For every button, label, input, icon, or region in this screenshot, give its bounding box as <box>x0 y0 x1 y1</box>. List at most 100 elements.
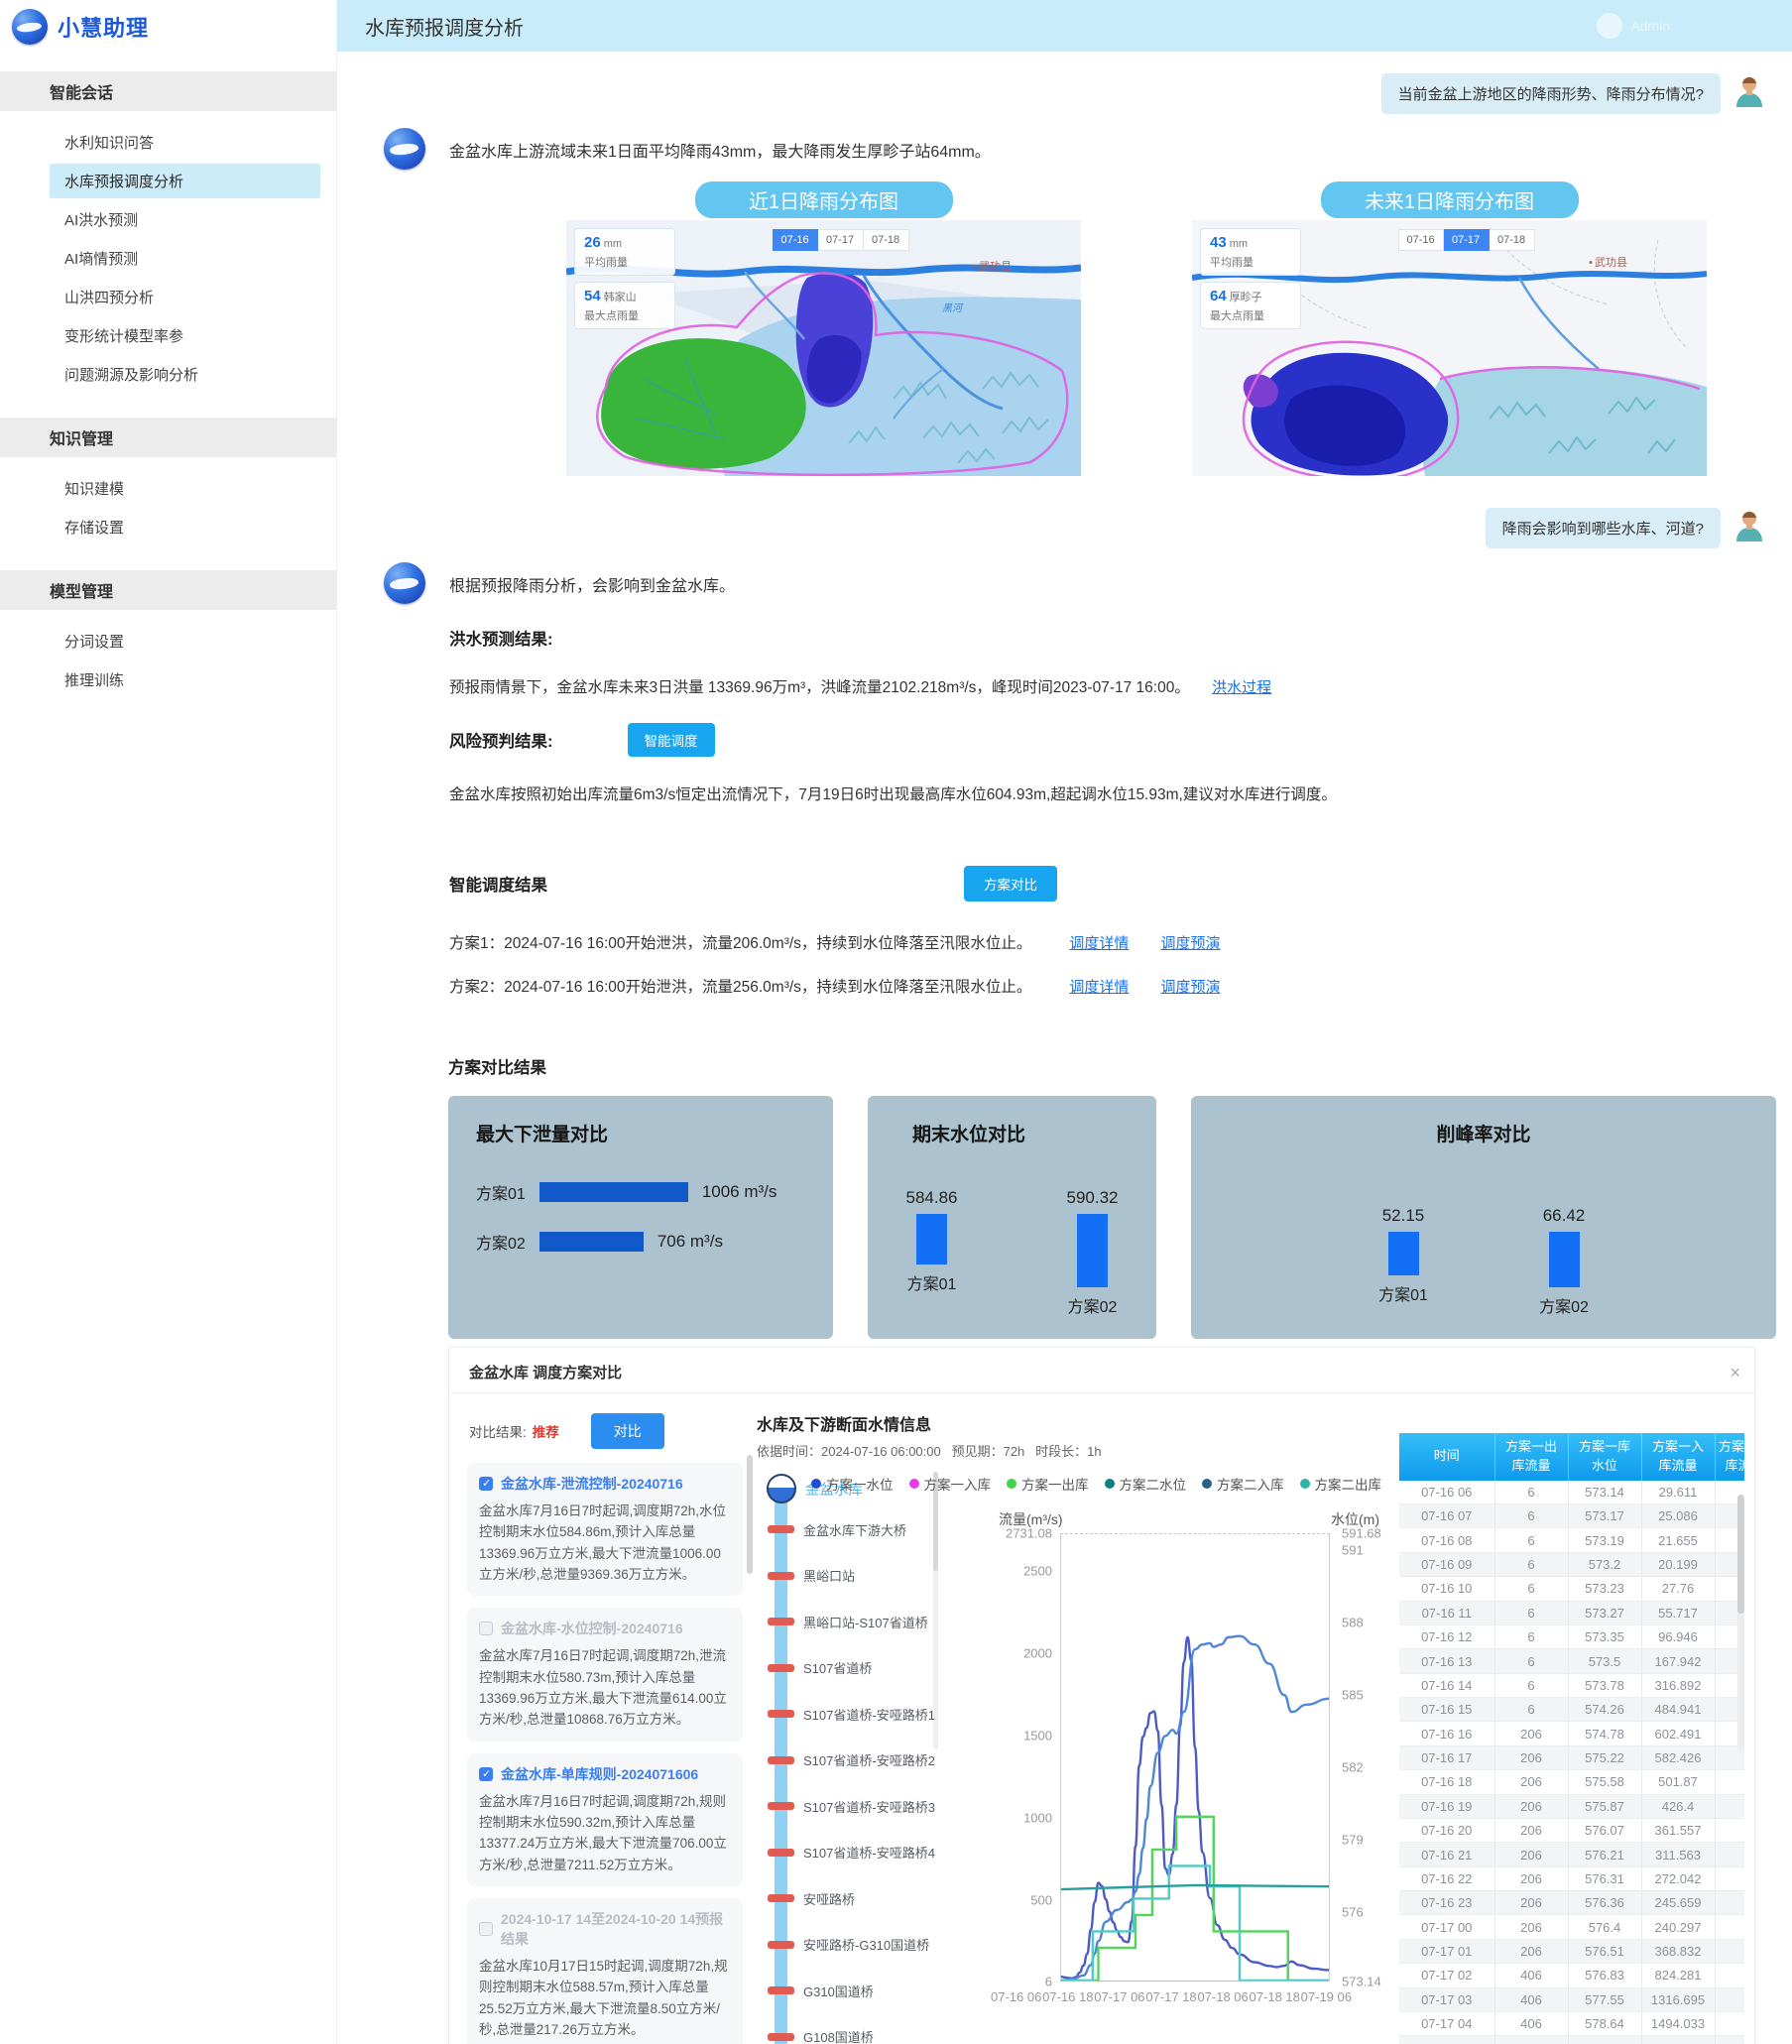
close-icon[interactable]: × <box>1730 1362 1740 1383</box>
dispatch-detail-link[interactable]: 调度详情 <box>1069 978 1130 996</box>
table-row[interactable]: 07-16 18 206 575.58 501.87 <box>1399 1769 1744 1795</box>
stations-scrollbar[interactable] <box>933 1472 938 1749</box>
legend-item[interactable]: 方案一水位 <box>811 1474 894 1494</box>
table-row[interactable]: 07-16 08 6 573.19 21.655 <box>1399 1527 1744 1553</box>
legend-item[interactable]: 方案一出库 <box>1007 1474 1089 1494</box>
hbar-row: 方案02 706 m³/s <box>476 1230 833 1254</box>
table-row[interactable]: 07-16 09 6 573.2 20.199 <box>1399 1552 1744 1578</box>
sidebar-item[interactable]: 推理训练 <box>64 672 125 689</box>
legend-item[interactable]: 方案一入库 <box>908 1474 991 1494</box>
table-row[interactable]: 07-16 19 206 575.87 426.4 <box>1399 1794 1744 1819</box>
smart-dispatch-button[interactable]: 智能调度 <box>627 723 715 757</box>
plan-card[interactable]: 金盆水库-单库规则-2024071606 金盆水库7月16日7时起调,调度期72… <box>467 1752 743 1886</box>
bar-plan2 <box>1077 1214 1108 1287</box>
plan-checkbox[interactable] <box>479 1921 493 1936</box>
legend-item[interactable]: 方案二入库 <box>1202 1474 1284 1494</box>
table-row[interactable]: 07-16 14 6 573.78 316.892 <box>1399 1673 1744 1699</box>
cell-plan1-inflow: 582.426 <box>1641 1745 1716 1771</box>
cell-plan1-inflow: 21.655 <box>1641 1527 1716 1553</box>
table-row[interactable]: 07-16 20 206 576.07 361.557 <box>1399 1818 1744 1844</box>
line-chart[interactable]: 2731.08 2500 2000 1500 1000 500 6 591.68 591 588… <box>1006 1526 1381 1989</box>
table-row[interactable]: 07-16 23 206 576.36 245.659 <box>1399 1890 1744 1916</box>
plan-checkbox[interactable] <box>479 1477 493 1491</box>
station-item[interactable]: 安哑路桥 <box>757 1889 855 1908</box>
table-vertical-scrollbar[interactable] <box>1737 1495 1744 1752</box>
station-item[interactable]: S107省道桥-安哑路桥3 <box>757 1797 935 1816</box>
flood-process-link[interactable]: 洪水过程 <box>1212 679 1272 696</box>
table-row[interactable]: 07-16 22 206 576.31 272.042 <box>1399 1866 1744 1892</box>
map-date-tab[interactable]: 07-18 <box>1489 229 1535 251</box>
cell-time: 07-16 06 <box>1399 1480 1495 1505</box>
table-row[interactable]: 07-16 06 6 573.14 29.611 <box>1399 1480 1744 1505</box>
sidebar-item[interactable]: 山洪四预分析 <box>64 290 155 306</box>
table-row[interactable]: 07-16 16 206 574.78 602.491 <box>1399 1721 1744 1746</box>
sidebar-item[interactable]: 问题溯源及影响分析 <box>64 367 199 384</box>
cell-time: 07-17 05 <box>1399 2035 1495 2044</box>
table-row[interactable]: 07-16 12 6 573.35 96.946 <box>1399 1624 1744 1650</box>
chart-legend: 方案一水位 方案一入库 <box>811 1474 1381 1494</box>
table-row[interactable]: 07-16 13 6 573.5 167.942 <box>1399 1648 1744 1674</box>
cell-plan1-inflow: 240.297 <box>1641 1914 1716 1940</box>
station-item[interactable]: 黑峪口站 <box>757 1566 855 1585</box>
sidebar-item[interactable]: 分词设置 <box>64 634 125 651</box>
dispatch-detail-link[interactable]: 调度详情 <box>1069 934 1130 952</box>
plan-compare-button[interactable]: 方案对比 <box>964 866 1057 902</box>
cards-scrollbar[interactable] <box>747 1455 753 1574</box>
app-logo-icon <box>12 9 48 45</box>
dispatch-preview-link[interactable]: 调度预演 <box>1160 934 1221 952</box>
table-row[interactable]: 07-16 11 6 573.27 55.717 <box>1399 1601 1744 1625</box>
table-row[interactable]: 07-17 00 206 576.4 240.297 <box>1399 1914 1744 1940</box>
cell-plan1-inflow: 96.946 <box>1641 1624 1716 1650</box>
table-row[interactable]: 07-16 07 6 573.17 25.086 <box>1399 1503 1744 1529</box>
level-axis-title: 水位(m) <box>1331 1511 1379 1527</box>
station-item[interactable]: G108国道桥 <box>757 2027 874 2044</box>
table-row[interactable]: 07-17 05 406 579.86 1549.335 <box>1399 2035 1744 2044</box>
cell-plan1-outflow: 6 <box>1494 1624 1569 1650</box>
cell-plan1-outflow: 206 <box>1494 1842 1569 1867</box>
sidebar-item[interactable]: AI洪水预测 <box>64 212 139 229</box>
sidebar-item[interactable]: 水库预报调度分析 <box>50 164 320 198</box>
sidebar-item[interactable]: 变形统计模型率参 <box>64 328 184 345</box>
sidebar-item[interactable]: AI墒情预测 <box>64 251 139 268</box>
sidebar-item[interactable]: 水利知识问答 <box>64 135 155 152</box>
station-item[interactable]: 安哑路桥-G310国道桥 <box>757 1935 929 1954</box>
dispatch-preview-link[interactable]: 调度预演 <box>1160 978 1221 996</box>
plan-card[interactable]: 金盆水库-水位控制-20240716 金盆水库7月16日7时起调,调度期72h,… <box>467 1608 743 1742</box>
legend-item[interactable]: 方案二水位 <box>1104 1474 1186 1494</box>
sidebar-item[interactable]: 知识建模 <box>64 481 125 498</box>
sidebar-item[interactable]: 存储设置 <box>64 520 125 537</box>
plan-card[interactable]: 金盆水库-泄流控制-20240716 金盆水库7月16日7时起调,调度期72h,… <box>467 1463 743 1597</box>
plan-checkbox[interactable] <box>479 1622 493 1636</box>
map-date-tab[interactable]: 07-16 <box>1397 229 1444 251</box>
station-item[interactable]: S107省道桥 <box>757 1658 872 1677</box>
cell-plan1-level: 573.78 <box>1568 1673 1642 1699</box>
chat-content: 当前金盆上游地区的降雨形势、降雨分布情况? 金盆水库上游流域未来1日面平均降雨4… <box>337 73 1792 2044</box>
topbar-user[interactable]: Admin <box>1597 13 1670 39</box>
max-rain-station: 韩家山 <box>603 292 637 303</box>
map-date-tab[interactable]: 07-18 <box>863 229 909 251</box>
station-item[interactable]: 黑峪口站-S107省道桥 <box>757 1613 928 1631</box>
map-date-tab[interactable]: 07-16 <box>772 229 818 251</box>
table-row[interactable]: 07-16 15 6 574.26 484.941 <box>1399 1697 1744 1723</box>
legend-item[interactable]: 方案二出库 <box>1299 1474 1381 1494</box>
map-date-tab[interactable]: 07-17 <box>817 229 864 251</box>
cell-plan1-inflow: 1494.033 <box>1641 2011 1716 2037</box>
table-row[interactable]: 07-17 02 406 576.83 824.281 <box>1399 1963 1744 1988</box>
station-item[interactable]: G310国道桥 <box>757 1982 874 2000</box>
map-date-tab[interactable]: 07-17 <box>1443 229 1490 251</box>
station-item[interactable]: S107省道桥-安哑路桥1 <box>757 1705 935 1724</box>
station-item[interactable]: 金盆水库下游大桥 <box>757 1520 906 1539</box>
plan-card[interactable]: 2024-10-17 14至2024-10-20 14预报结果 金盆水库10月1… <box>467 1897 743 2044</box>
table-row[interactable]: 07-17 03 406 577.55 1316.695 <box>1399 1987 1744 2012</box>
table-row[interactable]: 07-16 21 206 576.21 311.563 <box>1399 1842 1744 1867</box>
station-item[interactable]: S107省道桥-安哑路桥4 <box>757 1843 935 1862</box>
table-row[interactable]: 07-17 01 206 576.51 368.832 <box>1399 1939 1744 1965</box>
plan-checkbox[interactable] <box>479 1766 493 1781</box>
compare-button[interactable]: 对比 <box>590 1413 664 1449</box>
table-row[interactable]: 07-17 04 406 578.64 1494.033 <box>1399 2011 1744 2037</box>
station-item[interactable]: S107省道桥-安哑路桥2 <box>757 1750 935 1769</box>
table-row[interactable]: 07-16 10 6 573.23 27.76 <box>1399 1576 1744 1602</box>
table-row[interactable]: 07-16 17 206 575.22 582.426 <box>1399 1745 1744 1771</box>
